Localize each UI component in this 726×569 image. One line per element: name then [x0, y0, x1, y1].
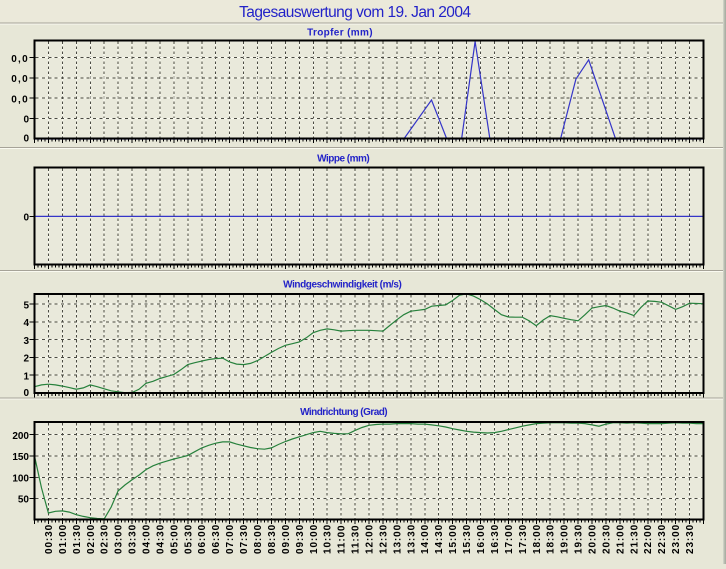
svg-text:18:00: 18:00 [532, 524, 543, 554]
svg-text:50: 50 [18, 495, 30, 506]
svg-text:11:00: 11:00 [337, 524, 348, 554]
svg-text:Wippe (mm): Wippe (mm) [317, 153, 369, 164]
svg-text:13:00: 13:00 [392, 524, 403, 554]
svg-text:11:30: 11:30 [351, 524, 362, 554]
svg-text:13:30: 13:30 [406, 524, 417, 554]
svg-text:1: 1 [23, 371, 29, 382]
svg-text:07:00: 07:00 [225, 524, 236, 554]
svg-text:23:30: 23:30 [685, 524, 696, 554]
svg-text:09:30: 09:30 [295, 524, 306, 554]
svg-text:21:00: 21:00 [615, 524, 626, 554]
svg-text:04:00: 04:00 [142, 524, 153, 554]
svg-text:06:30: 06:30 [211, 524, 222, 554]
svg-text:23:00: 23:00 [671, 524, 682, 554]
svg-text:20:30: 20:30 [601, 524, 612, 554]
svg-text:12:00: 12:00 [365, 524, 376, 554]
svg-text:3: 3 [23, 336, 29, 347]
svg-text:0: 0 [23, 213, 29, 224]
svg-text:4: 4 [23, 318, 29, 329]
svg-text:0: 0 [23, 115, 29, 126]
svg-text:05:00: 05:00 [169, 524, 180, 554]
svg-text:5: 5 [23, 300, 29, 311]
svg-text:10:00: 10:00 [309, 524, 320, 554]
svg-text:17:00: 17:00 [504, 524, 515, 554]
svg-text:Windgeschwindigkeit (m/s): Windgeschwindigkeit (m/s) [283, 280, 401, 291]
svg-text:02:30: 02:30 [100, 524, 111, 554]
svg-text:04:30: 04:30 [155, 524, 166, 554]
svg-text:15:00: 15:00 [448, 524, 459, 554]
svg-text:17:30: 17:30 [518, 524, 529, 554]
svg-text:15:30: 15:30 [462, 524, 473, 554]
svg-text:21:30: 21:30 [629, 524, 640, 554]
svg-text:22:00: 22:00 [643, 524, 654, 554]
svg-text:0: 0 [23, 388, 29, 399]
svg-text:01:00: 01:00 [58, 524, 69, 554]
svg-text:00:30: 00:30 [44, 524, 55, 554]
svg-text:01:30: 01:30 [72, 524, 83, 554]
svg-text:05:30: 05:30 [183, 524, 194, 554]
svg-text:07:30: 07:30 [239, 524, 250, 554]
svg-text:0,0: 0,0 [11, 74, 29, 85]
svg-text:2: 2 [23, 354, 29, 365]
svg-text:200: 200 [12, 431, 29, 442]
svg-text:14:00: 14:00 [420, 524, 431, 554]
svg-text:14:30: 14:30 [434, 524, 445, 554]
svg-text:20:00: 20:00 [588, 524, 599, 554]
svg-text:18:30: 18:30 [546, 524, 557, 554]
svg-text:06:00: 06:00 [197, 524, 208, 554]
svg-text:02:00: 02:00 [86, 524, 97, 554]
svg-text:03:30: 03:30 [128, 524, 139, 554]
svg-text:0,0: 0,0 [11, 94, 29, 105]
svg-text:08:30: 08:30 [267, 524, 278, 554]
svg-text:08:00: 08:00 [253, 524, 264, 554]
svg-text:16:30: 16:30 [490, 524, 501, 554]
svg-text:09:00: 09:00 [281, 524, 292, 554]
svg-text:22:30: 22:30 [657, 524, 668, 554]
svg-text:Tagesauswertung vom 19. Jan 20: Tagesauswertung vom 19. Jan 2004 [239, 4, 471, 21]
svg-text:12:30: 12:30 [378, 524, 389, 554]
svg-text:19:30: 19:30 [574, 524, 585, 554]
svg-text:100: 100 [12, 473, 29, 484]
svg-text:0,0: 0,0 [11, 54, 29, 65]
svg-text:03:00: 03:00 [114, 524, 125, 554]
svg-text:Windrichtung (Grad): Windrichtung (Grad) [300, 407, 387, 418]
svg-text:10:30: 10:30 [323, 524, 334, 554]
svg-text:0: 0 [23, 134, 29, 145]
svg-text:150: 150 [12, 452, 29, 463]
svg-text:16:00: 16:00 [476, 524, 487, 554]
svg-text:19:00: 19:00 [560, 524, 571, 554]
svg-text:Tropfer (mm): Tropfer (mm) [307, 27, 373, 38]
